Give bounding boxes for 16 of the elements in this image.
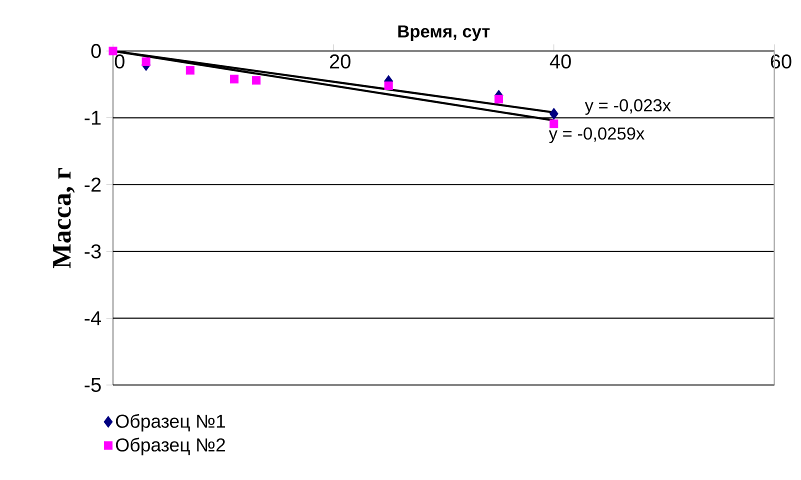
y-tick-label: -5: [84, 378, 101, 392]
y-tick-label: 0: [91, 44, 101, 58]
y-tick-label: -4: [84, 311, 102, 326]
x-tick-label: 40: [550, 54, 571, 69]
annotation: y = -0,023x: [584, 99, 671, 115]
x-tick-label: 0: [114, 54, 124, 69]
y-tick-label: -2: [84, 178, 101, 192]
y-axis-title: Масса, г: [53, 168, 75, 268]
x-tick-label: 20: [330, 54, 350, 69]
y-tick-label: -1: [84, 110, 101, 125]
legend-label: Образец №2: [116, 438, 225, 456]
annotation: y = -0,0259x: [548, 127, 644, 144]
x-tick-label: 60: [770, 54, 792, 69]
y-tick-label: -3: [84, 244, 101, 258]
x-axis-title: Время, сут: [398, 25, 490, 41]
legend-label: Образец №1: [116, 414, 225, 432]
